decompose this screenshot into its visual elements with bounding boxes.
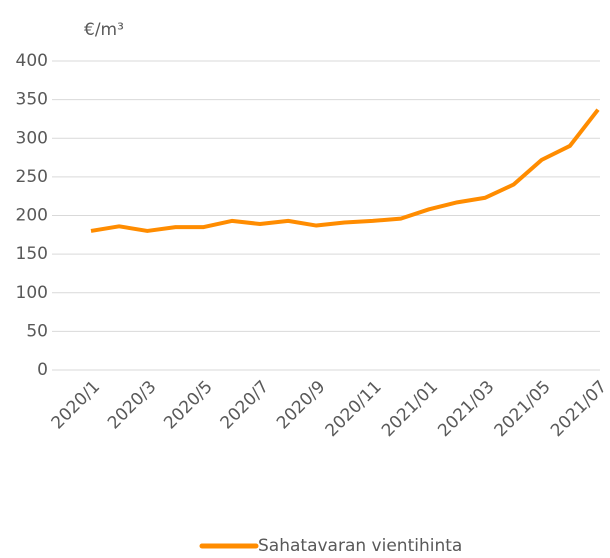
y-tick-label: 50: [26, 321, 48, 341]
y-tick-label: 300: [16, 128, 48, 148]
y-axis-label: €/m³: [84, 20, 124, 40]
x-tick-label: 2021/07: [547, 377, 610, 441]
x-tick-label: 2020/7: [217, 377, 273, 433]
x-tick-label: 2020/9: [273, 377, 329, 433]
y-tick-label: 250: [16, 167, 48, 187]
x-tick-label: 2021/01: [378, 377, 442, 441]
x-tick-label: 2021/05: [491, 377, 555, 441]
x-tick-label: 2020/1: [48, 377, 104, 433]
data-line: [90, 108, 600, 233]
x-tick-label: 2021/03: [434, 377, 498, 441]
y-tick-label: 150: [16, 244, 48, 264]
y-tick-label: 400: [16, 51, 48, 71]
legend-label: Sahatavaran vientihinta: [258, 536, 462, 556]
x-tick-label: 2020/3: [104, 377, 160, 433]
y-tick-label: 350: [16, 90, 48, 110]
y-tick-label: 100: [16, 283, 48, 303]
y-tick-label: 200: [16, 206, 48, 226]
y-tick-label: 0: [37, 360, 48, 380]
x-tick-label: 2020/11: [322, 377, 386, 441]
x-tick-label: 2020/5: [160, 377, 216, 433]
